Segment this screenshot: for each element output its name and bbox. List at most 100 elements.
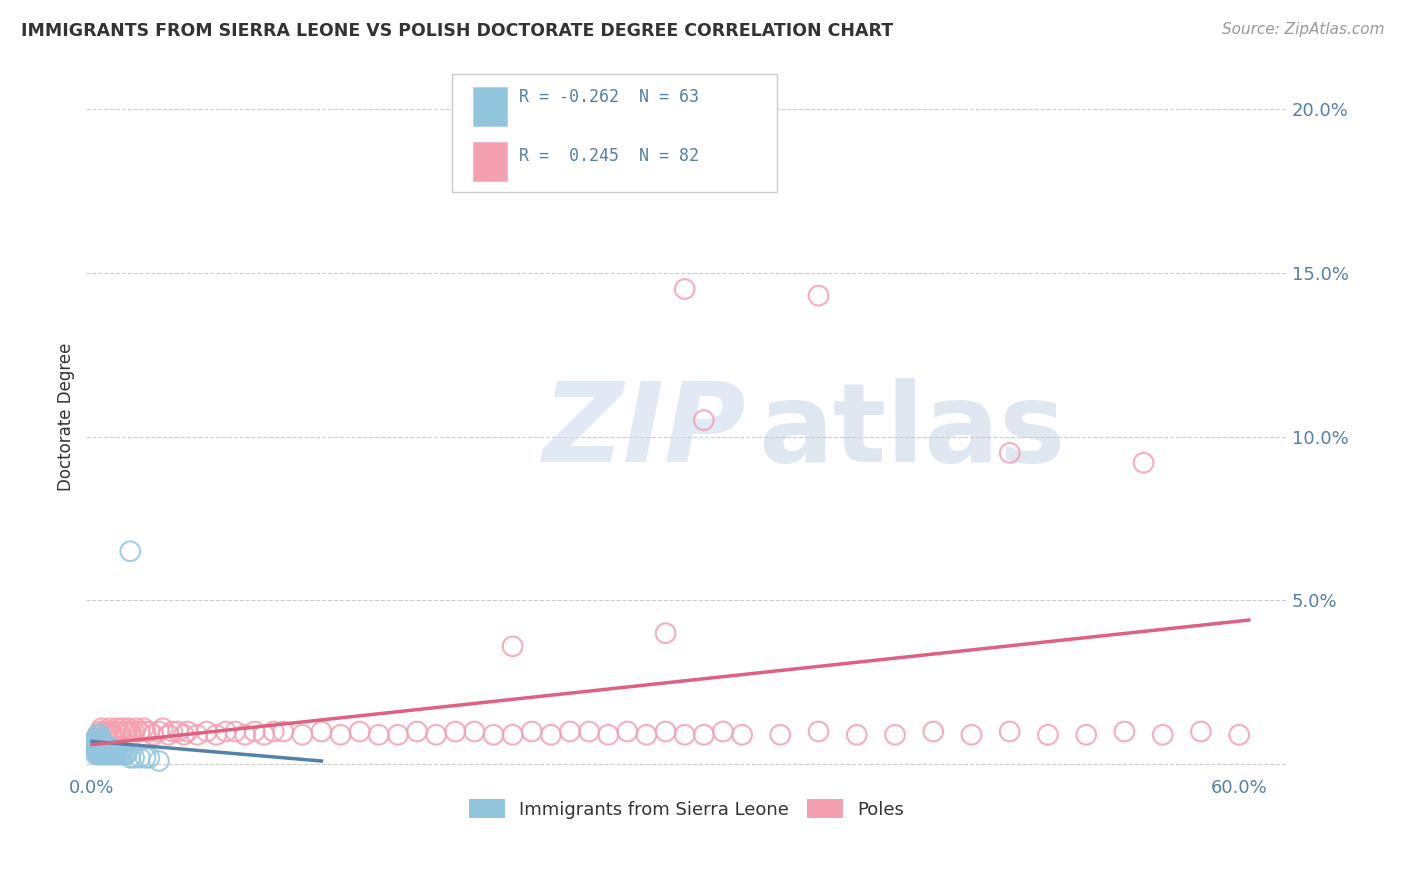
Point xyxy=(100,724,122,739)
Point xyxy=(89,747,111,762)
Point xyxy=(84,738,107,752)
Point xyxy=(93,747,115,762)
Point xyxy=(224,724,246,739)
Point xyxy=(132,721,155,735)
Point xyxy=(111,747,134,762)
Point xyxy=(1189,724,1212,739)
Point xyxy=(89,738,111,752)
Point xyxy=(115,747,138,762)
Point xyxy=(502,640,524,654)
Point xyxy=(89,734,111,748)
Point xyxy=(1036,728,1059,742)
Point xyxy=(105,721,128,735)
Point xyxy=(101,728,124,742)
Point xyxy=(769,728,792,742)
Point xyxy=(138,750,160,764)
Point xyxy=(83,740,105,755)
FancyBboxPatch shape xyxy=(453,74,776,192)
Point xyxy=(148,724,170,739)
Point xyxy=(89,731,111,745)
Point xyxy=(96,724,118,739)
Point xyxy=(89,728,111,742)
Point xyxy=(845,728,868,742)
Point xyxy=(94,744,117,758)
Point xyxy=(84,731,107,745)
Point xyxy=(1114,724,1136,739)
Point xyxy=(960,728,983,742)
Point xyxy=(87,738,110,752)
Point xyxy=(90,738,112,752)
Point xyxy=(482,728,505,742)
Point xyxy=(311,724,333,739)
Point xyxy=(578,724,600,739)
Point xyxy=(922,724,945,739)
Point xyxy=(93,744,115,758)
Point xyxy=(111,721,134,735)
Point xyxy=(135,724,157,739)
Point xyxy=(87,728,110,742)
Point xyxy=(157,728,180,742)
Point xyxy=(114,747,136,762)
Point xyxy=(87,728,110,742)
Point xyxy=(152,721,174,735)
Point xyxy=(125,721,148,735)
Bar xyxy=(472,87,506,126)
Point xyxy=(186,728,208,742)
Point xyxy=(162,724,184,739)
Point xyxy=(93,738,115,752)
Point xyxy=(711,724,734,739)
Point xyxy=(89,740,111,755)
Point xyxy=(425,728,447,742)
Point xyxy=(121,728,143,742)
Point xyxy=(90,721,112,735)
Point xyxy=(598,728,620,742)
Point xyxy=(243,724,266,739)
Point xyxy=(122,724,145,739)
Point xyxy=(84,740,107,755)
Point xyxy=(84,747,107,762)
Point xyxy=(93,724,115,739)
Point xyxy=(87,740,110,755)
Point xyxy=(122,750,145,764)
Text: atlas: atlas xyxy=(759,377,1066,484)
Point xyxy=(387,728,409,742)
Point xyxy=(142,728,165,742)
Point xyxy=(173,728,195,742)
Point xyxy=(90,744,112,758)
Point xyxy=(329,728,352,742)
Point xyxy=(693,413,716,427)
Point xyxy=(100,740,122,755)
Point xyxy=(87,744,110,758)
Point xyxy=(520,724,543,739)
Point xyxy=(1152,728,1174,742)
Point xyxy=(233,728,256,742)
Point xyxy=(540,728,562,742)
Point xyxy=(94,747,117,762)
Point xyxy=(114,724,136,739)
Point xyxy=(101,747,124,762)
Point xyxy=(96,740,118,755)
Point xyxy=(100,744,122,758)
Point xyxy=(998,724,1021,739)
Point xyxy=(349,724,371,739)
Point xyxy=(406,724,429,739)
Point xyxy=(87,731,110,745)
Point xyxy=(101,744,124,758)
Point xyxy=(291,728,314,742)
Point xyxy=(94,740,117,755)
Point xyxy=(176,724,198,739)
Point xyxy=(616,724,638,739)
Point xyxy=(1227,728,1250,742)
Point xyxy=(87,734,110,748)
Point xyxy=(998,446,1021,460)
Point xyxy=(135,750,157,764)
Point xyxy=(673,728,696,742)
Point xyxy=(693,728,716,742)
Point xyxy=(128,724,150,739)
Point xyxy=(195,724,218,739)
Point xyxy=(96,747,118,762)
Point xyxy=(110,728,132,742)
Point xyxy=(128,750,150,764)
Point xyxy=(444,724,467,739)
Point xyxy=(84,731,107,745)
